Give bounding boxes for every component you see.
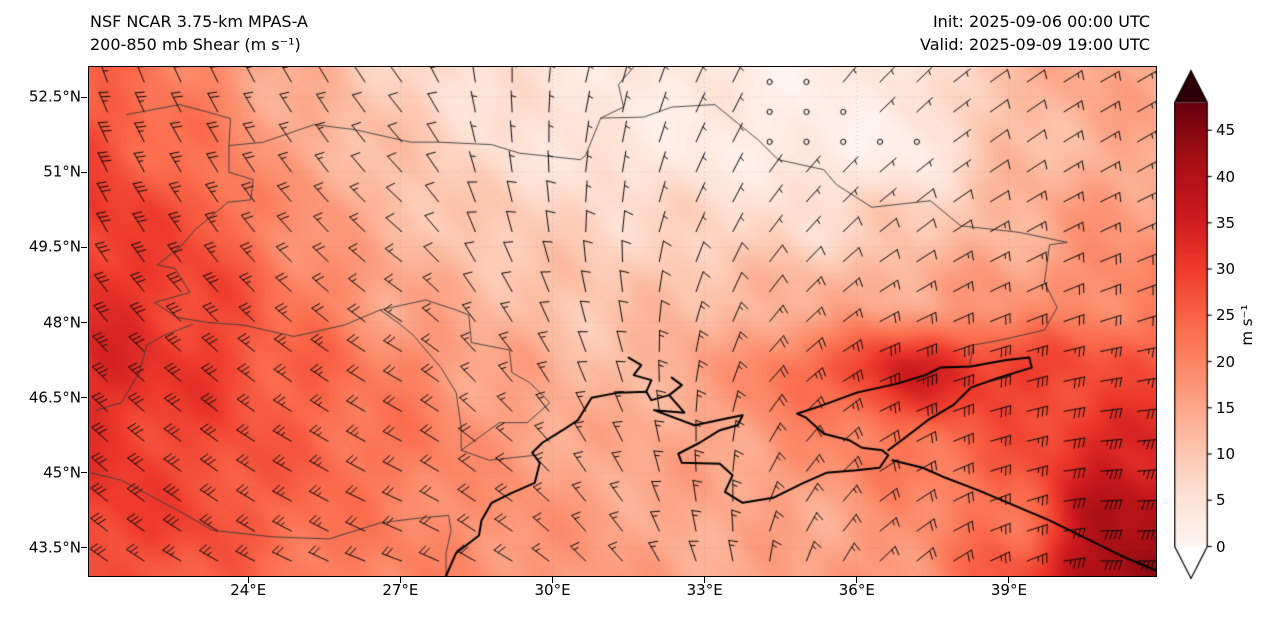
y-tick-mark	[81, 96, 87, 98]
y-tick-mark	[81, 547, 87, 549]
init-time: Init: 2025-09-06 00:00 UTC	[932, 12, 1150, 31]
x-tick-mark	[247, 577, 249, 583]
y-tick-label: 51°N	[43, 162, 81, 181]
colorbar-tick-label: 30	[1216, 260, 1236, 278]
colorbar-tick-label: 40	[1216, 167, 1236, 186]
x-tick-label: 36°E	[838, 581, 875, 599]
y-tick-mark	[81, 171, 87, 173]
field-name: 200-850 mb Shear (m s⁻¹)	[90, 35, 301, 54]
y-tick-label: 52.5°N	[28, 87, 81, 106]
y-tick-mark	[81, 397, 87, 399]
plot-title: NSF NCAR 3.75-km MPAS-A 200-850 mb Shear…	[90, 10, 308, 56]
x-tick-label: 30°E	[534, 581, 571, 599]
y-tick-label: 49.5°N	[28, 237, 81, 256]
y-tick-mark	[81, 322, 87, 323]
y-tick-label: 43.5°N	[28, 538, 81, 557]
x-tick-mark	[1008, 577, 1010, 583]
shear-map-canvas	[88, 66, 1157, 577]
colorbar-tick-label: 25	[1216, 306, 1236, 325]
y-tick-mark	[81, 472, 87, 474]
colorbar-tick-label: 20	[1216, 352, 1236, 371]
run-times: Init: 2025-09-06 00:00 UTC Valid: 2025-0…	[920, 10, 1150, 56]
colorbar-tick-label: 15	[1216, 398, 1236, 417]
x-tick-mark	[399, 577, 401, 583]
model-name: NSF NCAR 3.75-km MPAS-A	[90, 12, 308, 31]
colorbar-tick-label: 0	[1216, 537, 1226, 556]
colorbar-tick-label: 45	[1216, 121, 1236, 140]
y-tick-label: 48°N	[43, 313, 81, 332]
y-tick-label: 45°N	[43, 463, 81, 482]
x-tick-label: 24°E	[230, 581, 267, 599]
colorbar	[1174, 69, 1218, 583]
colorbar-tick-label: 5	[1216, 491, 1226, 510]
colorbar-tick-label: 10	[1216, 445, 1236, 463]
x-tick-mark	[856, 577, 858, 583]
valid-time: Valid: 2025-09-09 19:00 UTC	[919, 35, 1150, 54]
x-tick-label: 39°E	[990, 581, 1027, 599]
x-tick-mark	[704, 577, 706, 583]
x-tick-mark	[552, 577, 554, 583]
colorbar-unit-label: m s⁻¹	[1238, 304, 1256, 346]
colorbar-tick-label: 35	[1216, 213, 1236, 232]
x-tick-label: 33°E	[686, 581, 723, 599]
y-tick-label: 46.5°N	[28, 388, 81, 407]
x-tick-label: 27°E	[382, 581, 419, 599]
y-tick-mark	[81, 246, 87, 248]
